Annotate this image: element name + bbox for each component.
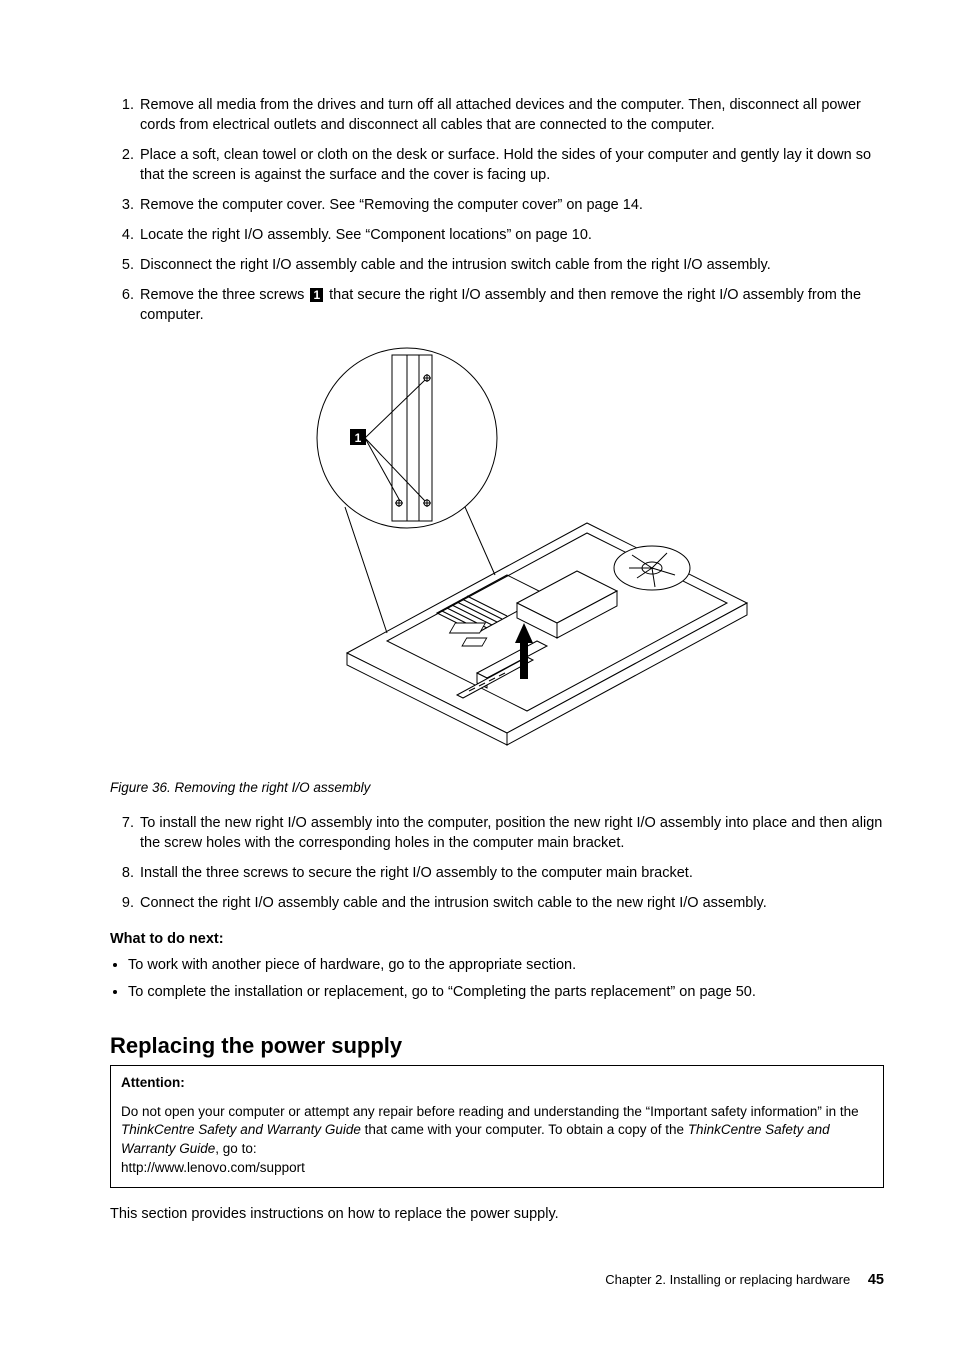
- callout-1-inline: 1: [310, 288, 323, 302]
- attn-p1c: , go to:: [215, 1141, 256, 1156]
- attn-p1a: Do not open your computer or attempt any…: [121, 1104, 859, 1119]
- step-5: Disconnect the right I/O assembly cable …: [138, 255, 884, 275]
- bullet-2: To complete the installation or replacem…: [128, 982, 884, 1003]
- attn-em1: ThinkCentre Safety and Warranty Guide: [121, 1122, 361, 1137]
- attn-p1b: that came with your computer. To obtain …: [361, 1122, 688, 1137]
- figure-36: 1: [110, 343, 884, 768]
- footer-chapter: Chapter 2. Installing or replacing hardw…: [605, 1272, 850, 1287]
- footer-page-number: 45: [868, 1272, 884, 1288]
- step-1: Remove all media from the drives and tur…: [138, 95, 884, 135]
- page-footer: Chapter 2. Installing or replacing hardw…: [110, 1272, 884, 1288]
- step-2: Place a soft, clean towel or cloth on th…: [138, 145, 884, 185]
- step-7: To install the new right I/O assembly in…: [138, 813, 884, 853]
- svg-text:1: 1: [355, 431, 362, 445]
- bullet-1: To work with another piece of hardware, …: [128, 955, 884, 976]
- step-9: Connect the right I/O assembly cable and…: [138, 893, 884, 913]
- step-3: Remove the computer cover. See “Removing…: [138, 195, 884, 215]
- section-title: Replacing the power supply: [110, 1033, 884, 1059]
- section-intro: This section provides instructions on ho…: [110, 1206, 884, 1222]
- step-8: Install the three screws to secure the r…: [138, 863, 884, 883]
- steps-list-b: To install the new right I/O assembly in…: [110, 813, 884, 913]
- what-next-list: To work with another piece of hardware, …: [110, 955, 884, 1003]
- step-6-pre: Remove the three screws: [140, 287, 308, 303]
- figure-caption: Figure 36. Removing the right I/O assemb…: [110, 780, 884, 795]
- what-next-heading: What to do next:: [110, 931, 884, 947]
- step-4: Locate the right I/O assembly. See “Comp…: [138, 225, 884, 245]
- attention-box: Attention: Do not open your computer or …: [110, 1065, 884, 1188]
- step-6: Remove the three screws 1 that secure th…: [138, 285, 884, 325]
- attention-body: Do not open your computer or attempt any…: [121, 1103, 873, 1178]
- io-assembly-diagram: 1: [237, 343, 757, 763]
- steps-list-a: Remove all media from the drives and tur…: [110, 95, 884, 325]
- attn-url: http://www.lenovo.com/support: [121, 1160, 305, 1175]
- attention-title: Attention:: [121, 1074, 873, 1093]
